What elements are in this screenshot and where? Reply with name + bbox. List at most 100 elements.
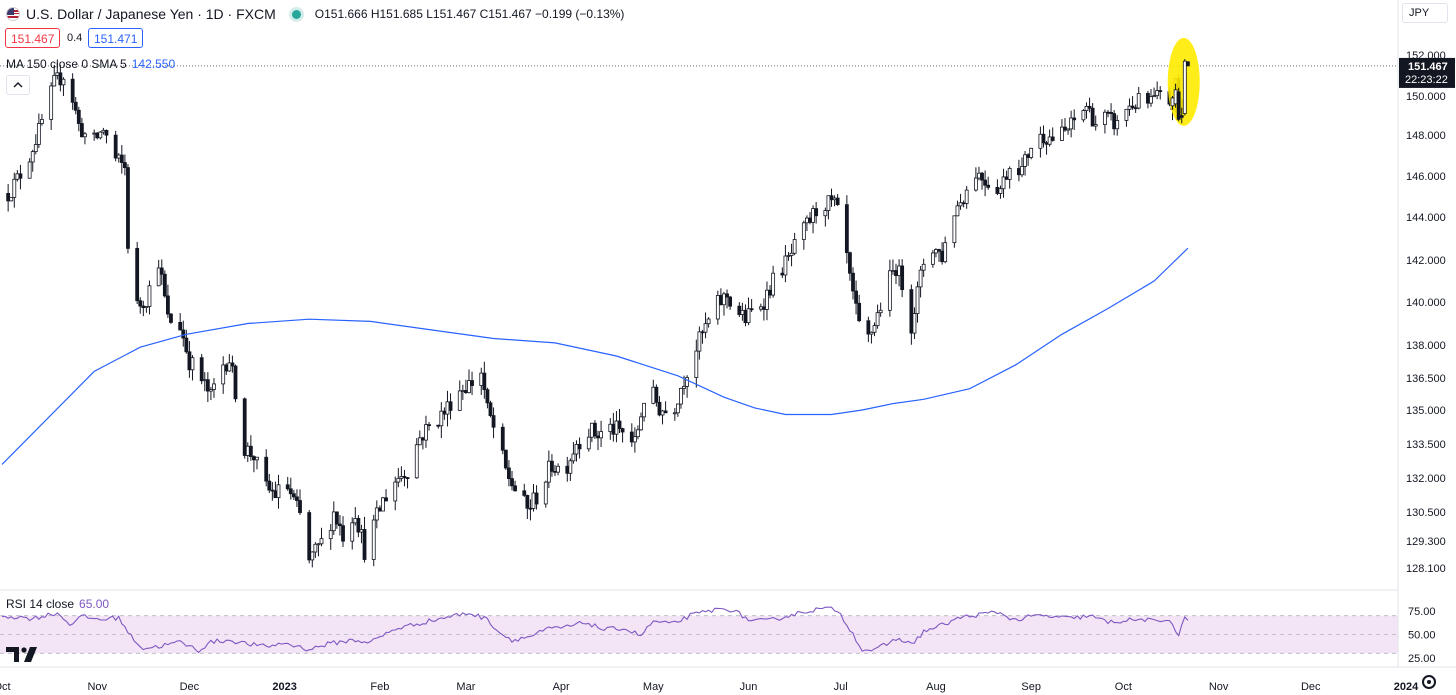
candle	[165, 284, 170, 318]
candle-body-down	[1004, 176, 1009, 180]
candle-body-down	[1112, 113, 1117, 130]
candle-body-up	[642, 402, 646, 418]
rsi-pane[interactable]	[0, 606, 1398, 654]
candle-body-up	[212, 383, 216, 390]
candle-body-down	[854, 290, 858, 304]
sell-price-button[interactable]: 151.467	[5, 28, 61, 48]
candle	[230, 355, 235, 373]
candle	[525, 494, 530, 519]
candle-body-down	[6, 193, 11, 202]
candle	[577, 437, 582, 459]
candle-body-up	[758, 306, 763, 310]
candle	[384, 489, 388, 502]
candle-body-down	[334, 511, 339, 525]
candle-body-up	[276, 484, 281, 499]
buy-price-button[interactable]: 151.471	[88, 28, 144, 48]
candle-body-down	[663, 410, 668, 414]
candle-body-up	[921, 263, 926, 271]
candle-body-up	[887, 270, 892, 311]
highlighted-candles	[1170, 59, 1190, 124]
candle-body-up	[783, 255, 788, 276]
candle-body-down	[743, 309, 748, 324]
candle-body-up	[328, 530, 333, 540]
candle	[1109, 103, 1113, 121]
candle-body-down	[1044, 142, 1049, 145]
symbol-title[interactable]: U.S. Dollar / Japanese Yen · 1D · FXCM	[26, 6, 276, 22]
candle	[663, 401, 668, 414]
candle	[233, 364, 238, 403]
candle-body-up	[636, 429, 640, 438]
candle-body-up	[1020, 166, 1024, 176]
candle	[857, 294, 862, 323]
candle-body-up	[891, 270, 895, 272]
candle	[1023, 151, 1027, 176]
candle-body-up	[55, 72, 60, 76]
candle	[1136, 86, 1141, 110]
candle	[205, 372, 210, 403]
candle-body-up	[1069, 117, 1074, 130]
price-tick-label: 148.000	[1406, 130, 1446, 142]
symbol-header[interactable]: U.S. Dollar / Japanese Yen · 1D · FXCM O…	[6, 5, 624, 23]
candle-body-down	[553, 470, 557, 473]
candle	[1050, 127, 1055, 142]
candle-body-down	[162, 273, 167, 297]
candle	[356, 515, 361, 538]
candle-body-down	[138, 300, 143, 307]
candle-body-down	[857, 302, 862, 322]
time-tick-label: Dec	[1301, 681, 1321, 693]
candle-body-down	[252, 456, 256, 461]
candle-body-down	[500, 426, 505, 451]
candle	[887, 259, 892, 317]
candle-body-up	[672, 412, 677, 415]
candle-body-down	[835, 197, 840, 206]
candle-body-up	[49, 85, 54, 120]
candle-body-down	[768, 289, 772, 296]
candle	[448, 393, 453, 420]
candle	[1124, 108, 1129, 127]
candle	[147, 280, 152, 315]
candle-body-up	[826, 195, 831, 211]
currency-button[interactable]: JPY	[1402, 3, 1448, 23]
candle-body-down	[267, 480, 272, 491]
candle	[350, 517, 355, 550]
candle	[746, 297, 751, 326]
candle-body-down	[1026, 154, 1031, 158]
candle-body-up	[331, 511, 336, 532]
time-tick-label: Jun	[740, 681, 758, 693]
candle-body-up	[414, 444, 419, 479]
candle-body-down	[1185, 61, 1190, 67]
time-tick-label: Nov	[87, 681, 107, 693]
rsi-line	[2, 606, 1189, 654]
rsi-legend[interactable]: RSI 14 close 65.00	[6, 597, 109, 611]
ma-legend[interactable]: MA 150 close 0 SMA 5 142.550	[6, 57, 175, 71]
rsi-legend-label: RSI 14 close	[6, 597, 75, 611]
candle-body-down	[442, 410, 447, 415]
candle	[964, 185, 969, 209]
price-tick-label: 146.000	[1406, 171, 1446, 183]
candle	[571, 442, 576, 464]
candle-body-down	[291, 493, 296, 498]
candle	[248, 435, 253, 461]
candle	[424, 415, 428, 448]
candle	[1001, 168, 1006, 198]
candle	[144, 306, 149, 313]
candle	[328, 524, 333, 550]
candle	[848, 251, 852, 281]
low-value: L151.467	[426, 7, 477, 21]
candle	[617, 408, 622, 434]
candle-body-down	[909, 289, 914, 334]
candle-body-down	[141, 305, 146, 308]
price-tick-label: 140.000	[1406, 297, 1446, 309]
candle	[1176, 87, 1181, 122]
candle-body-down	[384, 497, 388, 502]
candle	[550, 454, 554, 477]
collapse-legend-button[interactable]	[6, 75, 30, 95]
candle-body-up	[792, 239, 797, 254]
tradingview-logo-icon[interactable]	[6, 645, 40, 663]
candle	[79, 117, 84, 138]
time-tick-label: Dec	[180, 681, 200, 693]
price-pane[interactable]	[0, 37, 1398, 568]
settings-gear-icon[interactable]	[1422, 675, 1436, 689]
candle	[786, 251, 791, 261]
